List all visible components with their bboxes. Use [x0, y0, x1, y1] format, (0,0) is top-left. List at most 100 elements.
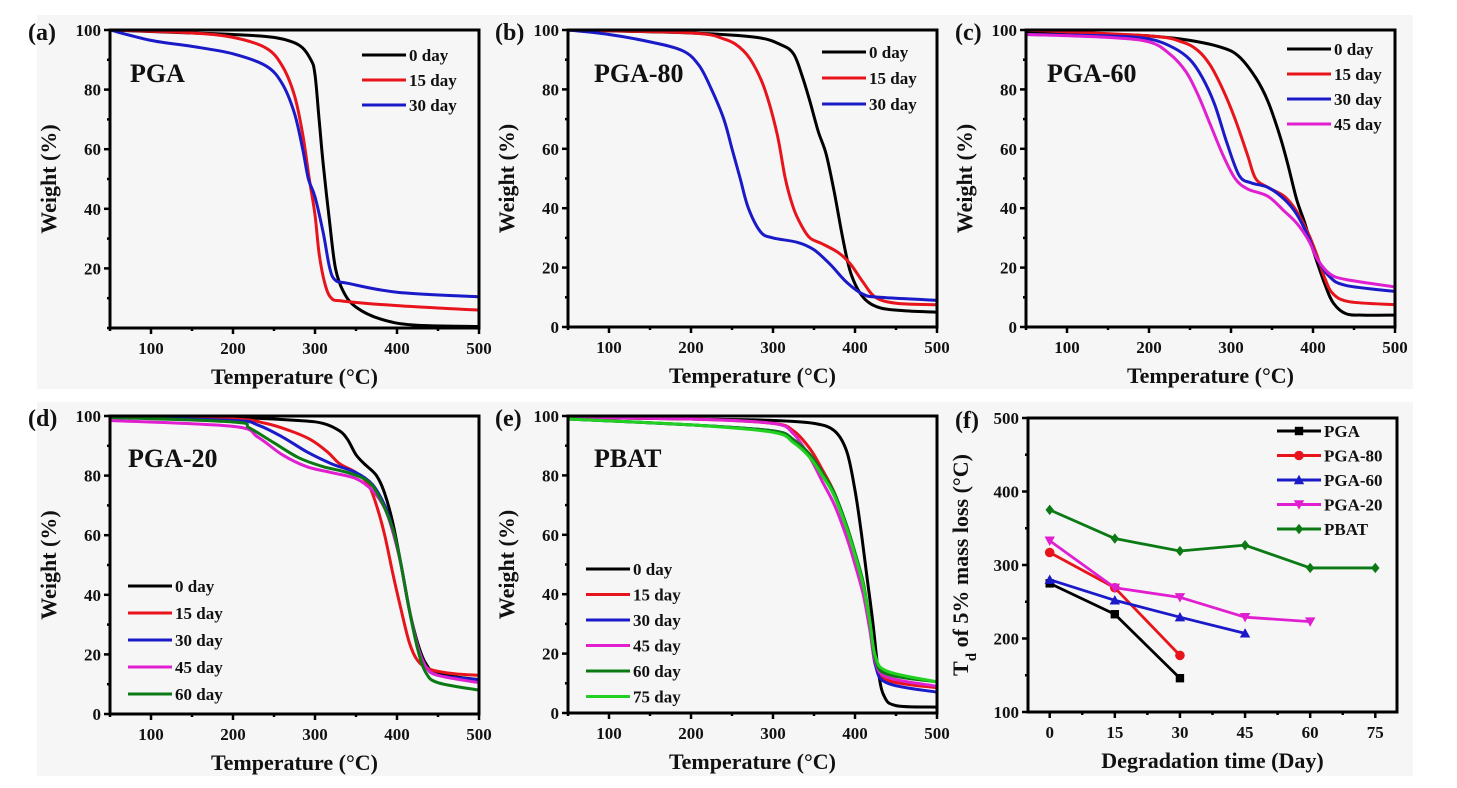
x-tick-label: 500 [466, 339, 492, 358]
legend-item: 30 day [822, 95, 917, 114]
legend-label: 15 day [175, 604, 223, 623]
x-tick-label: 500 [924, 724, 950, 743]
legend-item: 45 day [128, 658, 223, 677]
y-tick-label: 60 [84, 526, 101, 545]
legend: PGA PGA-80 PGA-60 PGA-20 PBAT [1277, 422, 1383, 539]
legend-item: 15 day [586, 586, 681, 605]
legend-item: 0 day [362, 46, 449, 65]
series-line-0-day [1026, 31, 1395, 317]
sample-label: PGA-20 [128, 444, 218, 473]
x-tick-label: 500 [466, 725, 492, 744]
legend-label: 0 day [869, 43, 909, 62]
legend-item: 45 day [1287, 115, 1382, 134]
y-tick-label: 60 [84, 140, 101, 159]
legend-label: 0 day [1334, 40, 1374, 59]
legend-label: 45 day [175, 658, 223, 677]
x-tick-label: 60 [1302, 723, 1319, 742]
chart-panel-e: 100 200 300 400 500 0 20 40 60 80 100 Temperature (… [494, 406, 950, 774]
y-tick-label: 100 [992, 21, 1018, 40]
data-point-pga-day-30 [1175, 673, 1185, 683]
x-tick-label: 400 [384, 725, 410, 744]
legend: 0 day 15 day 30 day [362, 46, 457, 115]
legend-item: PGA-20 [1277, 496, 1383, 515]
legend-label: 30 day [409, 96, 457, 115]
legend-item: PBAT [1277, 520, 1369, 539]
legend-label: 15 day [633, 586, 681, 605]
y-tick-label: 20 [84, 645, 101, 664]
legend-item: 75 day [586, 688, 681, 707]
data-point-pga-60-day-30 [1174, 611, 1186, 622]
legend-label: PGA-20 [1324, 496, 1383, 515]
x-tick-label: 100 [596, 724, 622, 743]
legend-label: 30 day [1334, 90, 1382, 109]
x-tick-label: 100 [596, 338, 622, 357]
chart-panel-f: 0 15 30 45 60 75 100 200 300 400 500 Degradation ti… [948, 408, 1399, 773]
chart-panel-b: 100 200 300 400 500 0 20 40 60 80 100 Temperature (… [494, 20, 950, 388]
legend-label: 15 day [869, 69, 917, 88]
panel-letter: (b) [495, 20, 524, 46]
sample-label: PGA [130, 59, 185, 88]
legend-label: 15 day [409, 71, 457, 90]
series-line-pbat [1049, 508, 1376, 570]
panel-letter: (d) [28, 406, 57, 432]
data-point-pbat-day-75 [1371, 562, 1380, 574]
data-point-pbat-day-0 [1045, 504, 1054, 516]
x-tick-label: 200 [678, 338, 704, 357]
x-axis-title: Temperature (°C) [1127, 363, 1294, 388]
legend-item: PGA [1277, 422, 1361, 441]
x-tick-label: 15 [1106, 723, 1123, 742]
series-line-0-day [568, 30, 937, 314]
data-point-pbat-day-45 [1240, 539, 1250, 551]
legend-label: 30 day [869, 95, 917, 114]
x-tick-label: 200 [1136, 338, 1162, 357]
x-tick-label: 500 [924, 338, 950, 357]
legend-item: PGA-80 [1277, 447, 1383, 466]
x-tick-label: 300 [1218, 338, 1244, 357]
y-tick-label: 20 [1000, 259, 1017, 278]
x-axis-title: Degradation time (Day) [1101, 748, 1323, 773]
x-tick-label: 100 [1054, 338, 1080, 357]
x-tick-label: 500 [1382, 338, 1408, 357]
series-line-0-day [110, 30, 479, 328]
y-tick-label: 0 [1009, 318, 1018, 337]
y-tick-label: 200 [994, 630, 1020, 649]
x-tick-label: 75 [1367, 723, 1384, 742]
x-tick-label: 400 [1300, 338, 1326, 357]
legend-marker [1294, 450, 1304, 461]
panel-letter: (e) [495, 406, 522, 432]
legend-label: 45 day [1334, 115, 1382, 134]
x-tick-label: 0 [1045, 723, 1054, 742]
data-point-pbat-day-30 [1175, 545, 1185, 557]
data-point-pga-20-day-60 [1304, 617, 1316, 627]
legend-item: 0 day [1287, 40, 1374, 59]
panel-letter: (a) [28, 20, 56, 46]
y-tick-label: 20 [542, 259, 559, 278]
y-tick-label: 0 [551, 704, 560, 723]
y-axis-title-subscript: d [964, 652, 980, 661]
legend-label: PBAT [1324, 520, 1369, 539]
series-line-15-day [1026, 30, 1395, 307]
y-tick-label: 80 [84, 81, 101, 100]
series-line-75-day [568, 417, 937, 684]
data-point-pbat-day-15 [1110, 533, 1120, 544]
y-tick-label: 0 [551, 318, 560, 337]
x-axis-title: Temperature (°C) [211, 750, 378, 775]
legend-marker [1294, 426, 1304, 436]
y-axis-title: Weight (%) [36, 510, 61, 619]
legend: 0 day 15 day 30 day 45 day 60 day [128, 577, 223, 704]
x-tick-label: 200 [220, 339, 246, 358]
x-tick-label: 400 [842, 338, 868, 357]
data-point-pga-60-day-0 [1044, 574, 1055, 584]
y-tick-label: 60 [542, 526, 559, 545]
y-axis-title: Weight (%) [36, 124, 61, 233]
data-point-pga-20-day-30 [1174, 593, 1186, 603]
panel-letter: (c) [955, 20, 982, 46]
legend-item: 0 day [586, 560, 673, 579]
legend-item: 30 day [586, 611, 681, 630]
series-line-30-day [110, 30, 479, 299]
legend-item: 30 day [362, 96, 457, 115]
data-point-pga-60-day-15 [1109, 595, 1121, 605]
series-line-45-day [1026, 33, 1395, 289]
y-axis-title: Weight (%) [952, 124, 977, 233]
